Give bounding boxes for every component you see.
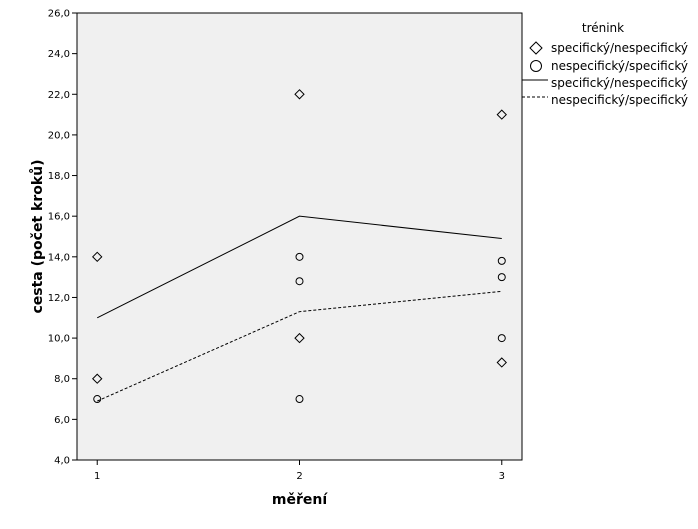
y-tick-label: 26,0	[48, 9, 70, 20]
circle-point	[295, 395, 304, 404]
circle-point	[295, 277, 304, 286]
legend-label: specifický/nespecifický	[551, 76, 688, 90]
circle-point	[295, 252, 304, 261]
circle-point	[497, 256, 506, 265]
diamond-point	[294, 332, 305, 344]
y-tick-label: 10,0	[48, 334, 70, 345]
diamond-point	[496, 357, 507, 368]
y-tick-label: 20,0	[48, 130, 70, 141]
y-tick-label: 12,0	[48, 293, 70, 304]
diamond-point	[92, 251, 103, 263]
legend-label: nespecifický/specifický	[551, 59, 688, 73]
x-tick-label: 1	[94, 471, 100, 482]
diamond-point	[294, 89, 305, 100]
legend-circle-icon	[530, 60, 542, 72]
y-tick-label: 16,0	[48, 212, 70, 223]
y-tick-label: 18,0	[48, 171, 70, 182]
diamond-point	[496, 109, 507, 120]
axis-ticks: 4,0 6,0 8,0 10,0 12,0 14,0 16,0 18,0 20,0 22,0 24,…	[48, 9, 505, 483]
plot-area	[76, 12, 523, 461]
legend-label: nespecifický/specifický	[551, 93, 688, 107]
y-tick-label: 14,0	[48, 252, 70, 263]
legend-diamond-icon	[529, 41, 543, 55]
dashed-series-line	[97, 290, 502, 402]
y-tick-label: 6,0	[54, 415, 70, 426]
legend-title: trénink	[582, 21, 624, 35]
series-points	[92, 89, 507, 404]
circle-point	[93, 395, 102, 404]
x-tick-label: 2	[296, 471, 302, 482]
y-tick-label: 8,0	[54, 374, 70, 385]
x-axis-title: měření	[272, 492, 328, 508]
x-tick-label: 3	[499, 471, 505, 482]
y-axis-title: cesta (počet kroků)	[29, 159, 46, 313]
legend-label: specifický/nespecifický	[551, 41, 688, 55]
y-tick-label: 4,0	[54, 456, 70, 467]
series-lines	[97, 215, 502, 402]
diamond-point	[92, 373, 103, 384]
legend: trénink specifický/nespecifický nespecifi…	[522, 21, 688, 107]
circle-point	[497, 334, 506, 343]
solid-series-line	[97, 215, 502, 319]
y-tick-label: 24,0	[48, 49, 70, 60]
circle-point	[497, 273, 506, 282]
y-tick-label: 22,0	[48, 90, 70, 101]
